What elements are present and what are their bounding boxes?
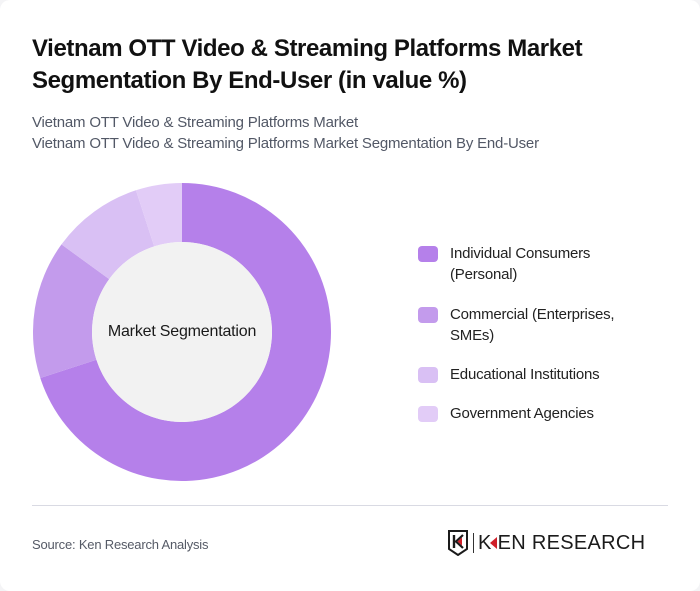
chart-title: Vietnam OTT Video & Streaming Platforms … <box>32 35 583 94</box>
donut-hole <box>92 242 272 422</box>
donut-slice-individual-consumers-personal[interactable] <box>40 183 331 481</box>
donut-slice-commercial-enterprises-smes[interactable] <box>33 244 110 379</box>
donut-slice-government-agencies[interactable] <box>135 183 182 247</box>
legend-item-commercial[interactable]: Commercial (Enterprises, SMEs) <box>418 304 658 346</box>
ken-research-shield-icon <box>448 530 468 556</box>
legend-swatch-individual-consumers <box>418 246 438 262</box>
ken-research-logo: K EN RESEARCH <box>448 530 645 556</box>
donut-chart <box>33 183 331 481</box>
legend-label: Commercial (Enterprises, SMEs) <box>450 306 615 344</box>
logo-wordmark: K EN RESEARCH <box>478 530 645 556</box>
legend-item-individual-consumers[interactable]: Individual Consumers (Personal) <box>418 243 658 285</box>
legend-swatch-educational-institutions <box>418 367 438 383</box>
chart-subtitle-market: Vietnam OTT Video & Streaming Platforms … <box>32 114 358 131</box>
logo-text-rest: EN RESEARCH <box>497 532 646 554</box>
legend-label: Government Agencies <box>450 405 594 422</box>
donut-chart-svg <box>33 183 331 481</box>
logo-k: K <box>478 532 492 554</box>
legend-swatch-government-agencies <box>418 406 438 422</box>
legend-item-educational-institutions[interactable]: Educational Institutions <box>418 364 658 385</box>
legend-swatch-commercial <box>418 307 438 323</box>
donut-center-label: Market Segmentation <box>107 323 257 340</box>
legend-label: Individual Consumers (Personal) <box>450 245 591 283</box>
logo-arrow-icon <box>489 537 497 549</box>
chart-subtitle-segmentation: Vietnam OTT Video & Streaming Platforms … <box>32 135 539 152</box>
legend-item-government-agencies[interactable]: Government Agencies <box>418 403 658 424</box>
logo-separator <box>473 533 474 553</box>
source-note: Source: Ken Research Analysis <box>32 537 209 552</box>
legend-label: Educational Institutions <box>450 366 600 383</box>
footer-divider <box>32 505 668 506</box>
donut-slice-educational-institutions[interactable] <box>61 190 155 280</box>
